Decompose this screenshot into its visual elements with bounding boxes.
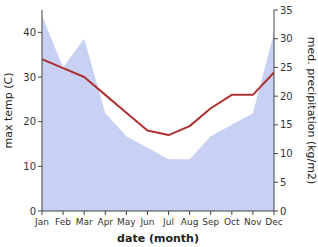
y2-tick-label: 0 <box>280 206 286 217</box>
y2-tick <box>274 153 278 154</box>
y2-tick <box>274 67 278 68</box>
y2-tick-label: 5 <box>280 177 286 188</box>
y-axis-line <box>42 10 43 211</box>
y-tick-label: 10 <box>23 161 36 172</box>
x-tick <box>147 211 148 215</box>
y-tick-label: 30 <box>23 72 36 83</box>
x-axis-line <box>42 211 274 212</box>
chart: 01020304005101520253035JanFebMarAprMayJu… <box>0 0 318 247</box>
y2-tick-label: 20 <box>280 91 293 102</box>
y2-tick <box>274 38 278 39</box>
x-tick <box>189 211 190 215</box>
x-tick <box>231 211 232 215</box>
x-tick-label: Dec <box>265 217 282 227</box>
x-tick-label: Jun <box>139 217 154 227</box>
y-tick-label: 20 <box>23 116 36 127</box>
x-tick-label: Jul <box>162 217 174 227</box>
y-tick <box>38 166 42 167</box>
x-tick <box>210 211 211 215</box>
x-tick-label: May <box>117 217 136 227</box>
x-tick <box>63 211 64 215</box>
x-tick <box>126 211 127 215</box>
temperature-line <box>42 59 274 135</box>
y2-tick-label: 25 <box>280 62 293 73</box>
x-tick <box>42 211 43 215</box>
y-tick-label: 0 <box>30 206 36 217</box>
chart-container: 01020304005101520253035JanFebMarAprMayJu… <box>0 0 318 247</box>
y2-tick <box>274 211 278 212</box>
x-tick-label: Oct <box>224 217 240 227</box>
x-tick-label: Apr <box>97 217 113 227</box>
x-tick-label: Mar <box>76 217 93 227</box>
x-tick-label: Aug <box>181 217 199 227</box>
x-tick <box>252 211 253 215</box>
y2-tick-label: 35 <box>280 5 293 16</box>
y-tick-label: 40 <box>23 27 36 38</box>
y2-tick-label: 15 <box>280 119 293 130</box>
x-tick <box>105 211 106 215</box>
x-tick-label: Nov <box>244 217 262 227</box>
plot-area <box>42 16 274 211</box>
y2-tick <box>274 10 278 11</box>
x-axis-label: date (month) <box>117 232 199 245</box>
x-tick <box>274 211 275 215</box>
y2-axis-label: med. precipitation (kg/m2) <box>305 37 318 185</box>
y-tick <box>38 32 42 33</box>
x-tick-label: Jan <box>34 217 49 227</box>
x-tick-label: Feb <box>55 217 71 227</box>
precipitation-area <box>42 16 274 211</box>
y-tick <box>38 121 42 122</box>
x-tick-label: Sep <box>202 217 219 227</box>
x-tick <box>84 211 85 215</box>
y-axis-label: max temp (C) <box>2 72 15 148</box>
x-tick <box>168 211 169 215</box>
y2-tick-label: 10 <box>280 148 293 159</box>
y-tick <box>38 211 42 212</box>
y-tick <box>38 77 42 78</box>
y2-axis-line <box>274 10 275 211</box>
y2-tick <box>274 182 278 183</box>
y2-tick-label: 30 <box>280 33 293 44</box>
y2-tick <box>274 96 278 97</box>
y2-tick <box>274 124 278 125</box>
